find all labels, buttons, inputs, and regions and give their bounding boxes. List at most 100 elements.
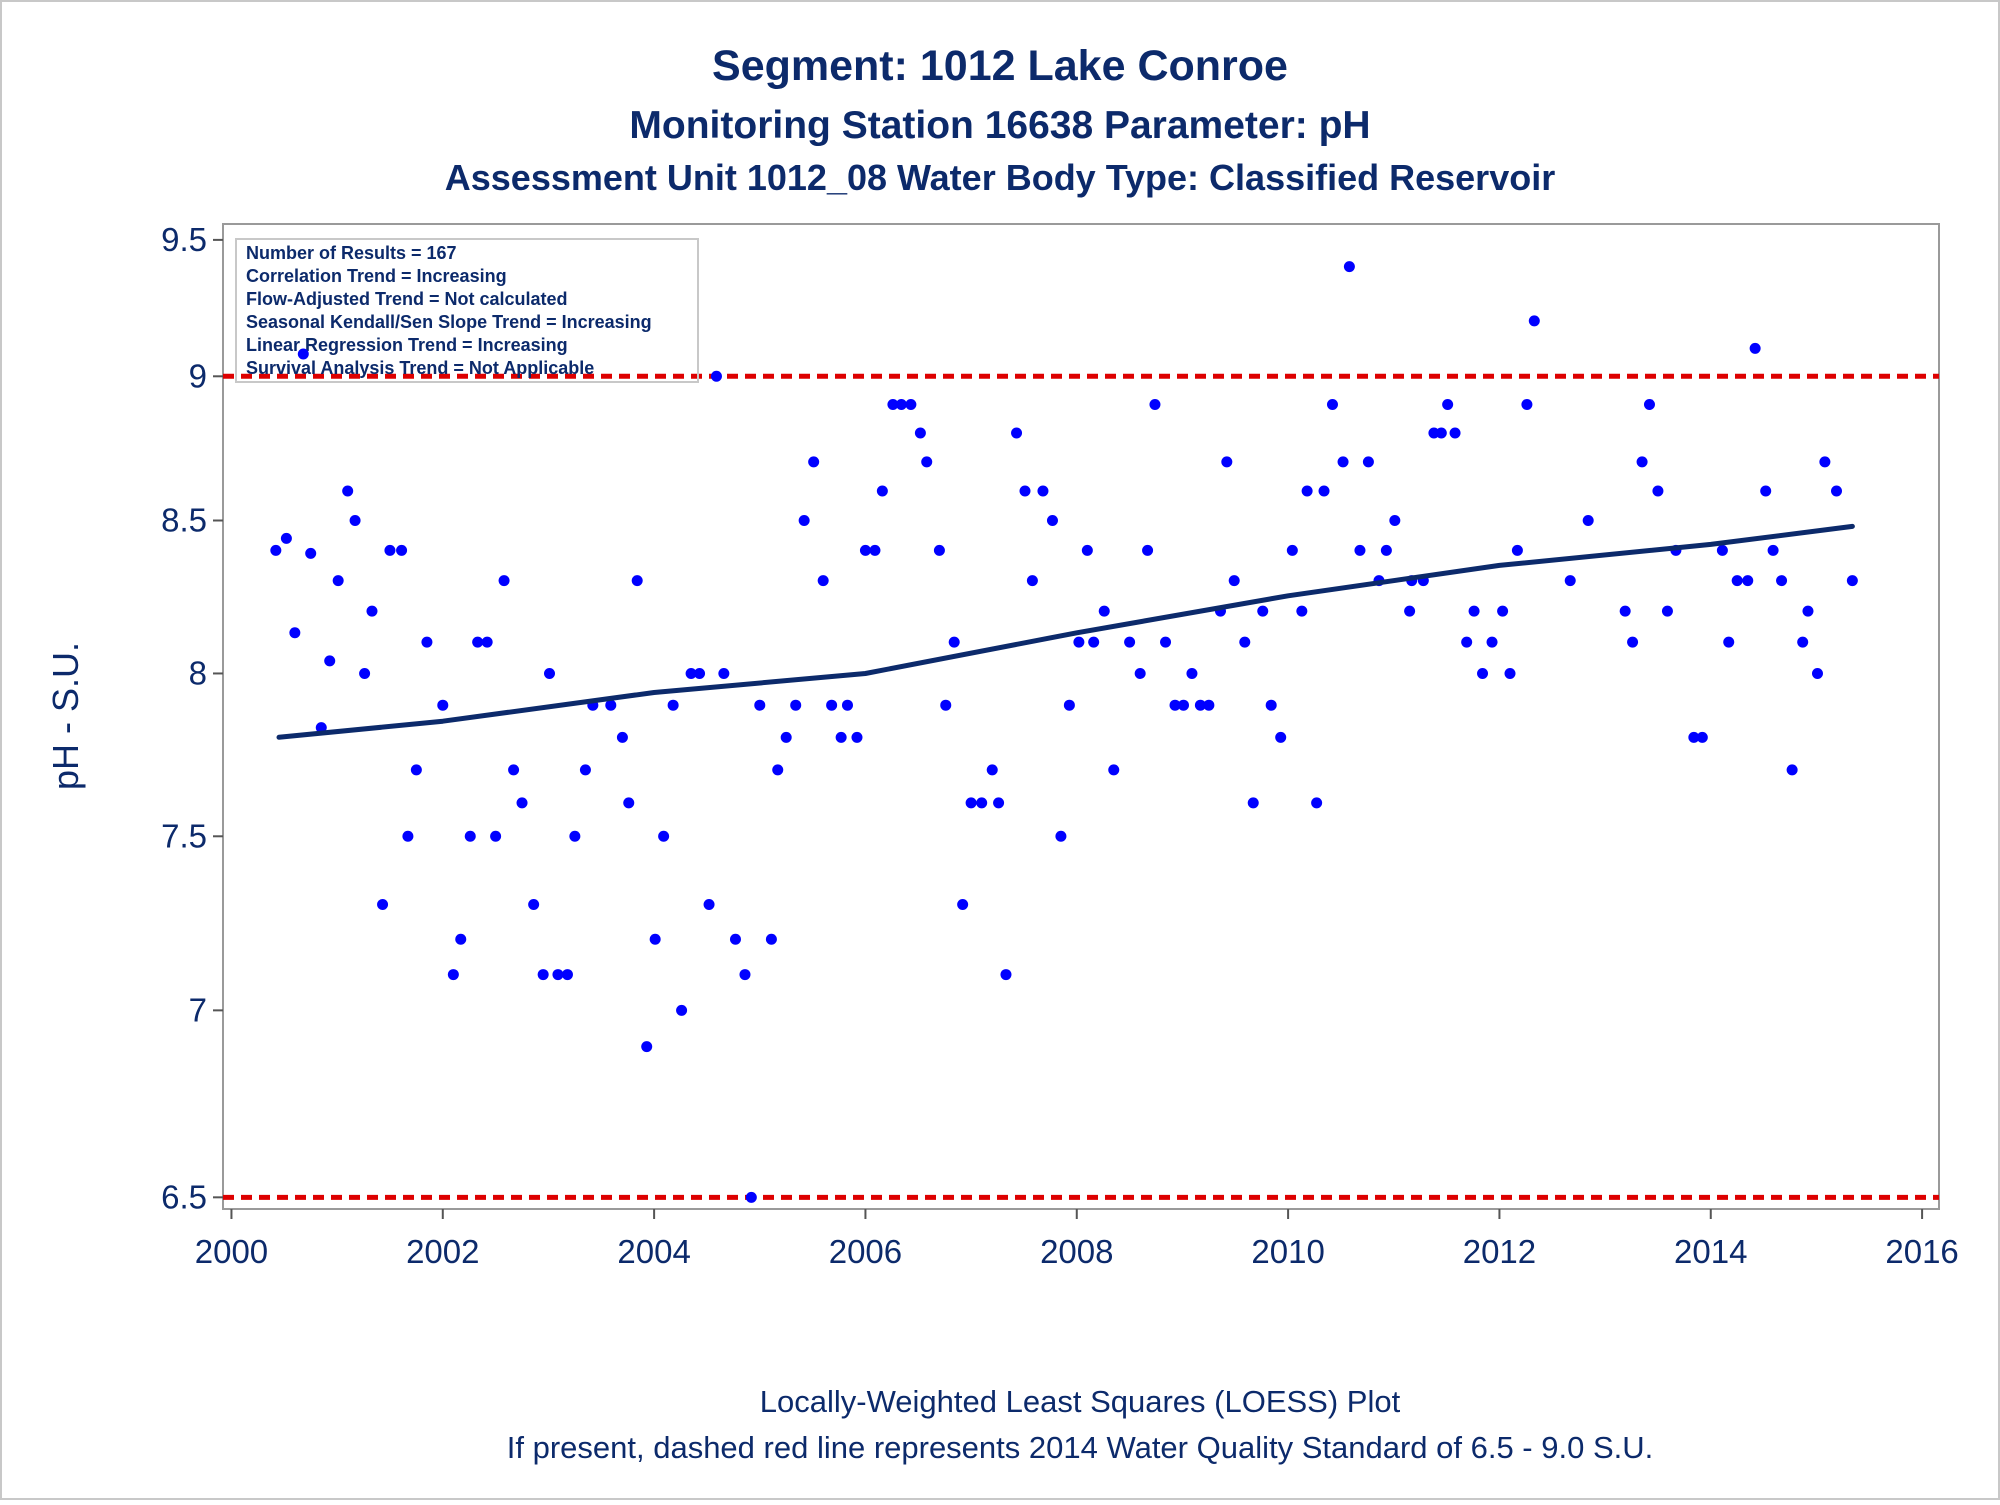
data-point bbox=[649, 933, 661, 945]
data-point bbox=[324, 655, 336, 667]
x-tick-label: 2016 bbox=[1885, 1233, 1958, 1270]
data-point bbox=[396, 544, 408, 556]
data-point bbox=[1124, 636, 1136, 648]
data-point bbox=[1380, 544, 1392, 556]
data-point bbox=[1296, 605, 1308, 617]
data-point bbox=[1461, 636, 1473, 648]
data-point bbox=[280, 532, 292, 544]
data-point bbox=[1760, 485, 1772, 497]
data-point bbox=[780, 731, 792, 743]
data-point bbox=[1063, 699, 1075, 711]
data-point bbox=[342, 485, 354, 497]
data-point bbox=[305, 547, 317, 559]
data-point bbox=[1169, 699, 1181, 711]
data-point bbox=[1011, 427, 1023, 439]
x-tick-label: 2008 bbox=[1040, 1233, 1113, 1270]
data-point bbox=[1619, 605, 1631, 617]
data-point bbox=[1521, 398, 1533, 410]
y-tick-label: 9 bbox=[189, 357, 207, 394]
data-point bbox=[1776, 575, 1788, 587]
data-point bbox=[359, 667, 371, 679]
data-point bbox=[384, 544, 396, 556]
data-point bbox=[1286, 544, 1298, 556]
data-point bbox=[826, 699, 838, 711]
data-point bbox=[703, 898, 715, 910]
data-point bbox=[718, 667, 730, 679]
data-point bbox=[667, 699, 679, 711]
data-point bbox=[948, 636, 960, 648]
data-point bbox=[1108, 764, 1120, 776]
data-point bbox=[817, 575, 829, 587]
data-point bbox=[1019, 485, 1031, 497]
data-point bbox=[1026, 575, 1038, 587]
data-point bbox=[1000, 969, 1012, 981]
data-point bbox=[1177, 699, 1189, 711]
data-point bbox=[1337, 456, 1349, 468]
data-point bbox=[1749, 342, 1761, 354]
data-point bbox=[1404, 605, 1416, 617]
annotation-text: Survival Analysis Trend = Not Applicable bbox=[246, 358, 594, 378]
data-point bbox=[528, 898, 540, 910]
data-point bbox=[1257, 605, 1269, 617]
data-point bbox=[1046, 515, 1058, 527]
data-point bbox=[1716, 544, 1728, 556]
data-point bbox=[1811, 667, 1823, 679]
data-point bbox=[1477, 667, 1489, 679]
data-point bbox=[631, 575, 643, 587]
data-point bbox=[1149, 398, 1161, 410]
data-point bbox=[1081, 544, 1093, 556]
data-point bbox=[1831, 485, 1843, 497]
y-tick-label: 6.5 bbox=[161, 1178, 207, 1215]
data-point bbox=[1301, 485, 1313, 497]
data-point bbox=[1696, 731, 1708, 743]
data-point bbox=[876, 485, 888, 497]
y-tick-label: 8.5 bbox=[161, 502, 207, 539]
data-point bbox=[887, 398, 899, 410]
data-point bbox=[569, 830, 581, 842]
data-point bbox=[798, 515, 810, 527]
data-point bbox=[835, 731, 847, 743]
data-point bbox=[472, 636, 484, 648]
data-point bbox=[1767, 544, 1779, 556]
data-point bbox=[1511, 544, 1523, 556]
y-tick-label: 7 bbox=[189, 991, 207, 1028]
data-point bbox=[1797, 636, 1809, 648]
data-point bbox=[289, 627, 301, 639]
data-point bbox=[710, 370, 722, 382]
data-point bbox=[790, 699, 802, 711]
data-point bbox=[933, 544, 945, 556]
data-point bbox=[1239, 636, 1251, 648]
data-point bbox=[1134, 667, 1146, 679]
data-point bbox=[1636, 456, 1648, 468]
data-point bbox=[1582, 515, 1594, 527]
y-axis-label: pH - S.U. bbox=[45, 642, 86, 790]
data-point bbox=[676, 1004, 688, 1016]
data-point bbox=[808, 456, 820, 468]
data-point bbox=[1389, 515, 1401, 527]
data-point bbox=[1318, 485, 1330, 497]
data-point bbox=[447, 969, 459, 981]
data-point bbox=[1037, 485, 1049, 497]
data-point bbox=[410, 764, 422, 776]
data-point bbox=[377, 898, 389, 910]
data-point bbox=[1627, 636, 1639, 648]
data-point bbox=[561, 969, 573, 981]
data-point bbox=[1142, 544, 1154, 556]
data-point bbox=[297, 348, 309, 360]
data-point bbox=[905, 398, 917, 410]
data-point bbox=[940, 699, 952, 711]
footnote: If present, dashed red line represents 2… bbox=[507, 1430, 1654, 1465]
data-point bbox=[1221, 456, 1233, 468]
y-tick-label: 8 bbox=[189, 654, 207, 691]
data-point bbox=[993, 797, 1005, 809]
data-point bbox=[1228, 575, 1240, 587]
data-point bbox=[641, 1041, 653, 1053]
data-point bbox=[455, 933, 467, 945]
data-point bbox=[1742, 575, 1754, 587]
data-point bbox=[1055, 830, 1067, 842]
data-point bbox=[772, 764, 784, 776]
data-point bbox=[402, 830, 414, 842]
data-point bbox=[1564, 575, 1576, 587]
data-point bbox=[366, 605, 378, 617]
